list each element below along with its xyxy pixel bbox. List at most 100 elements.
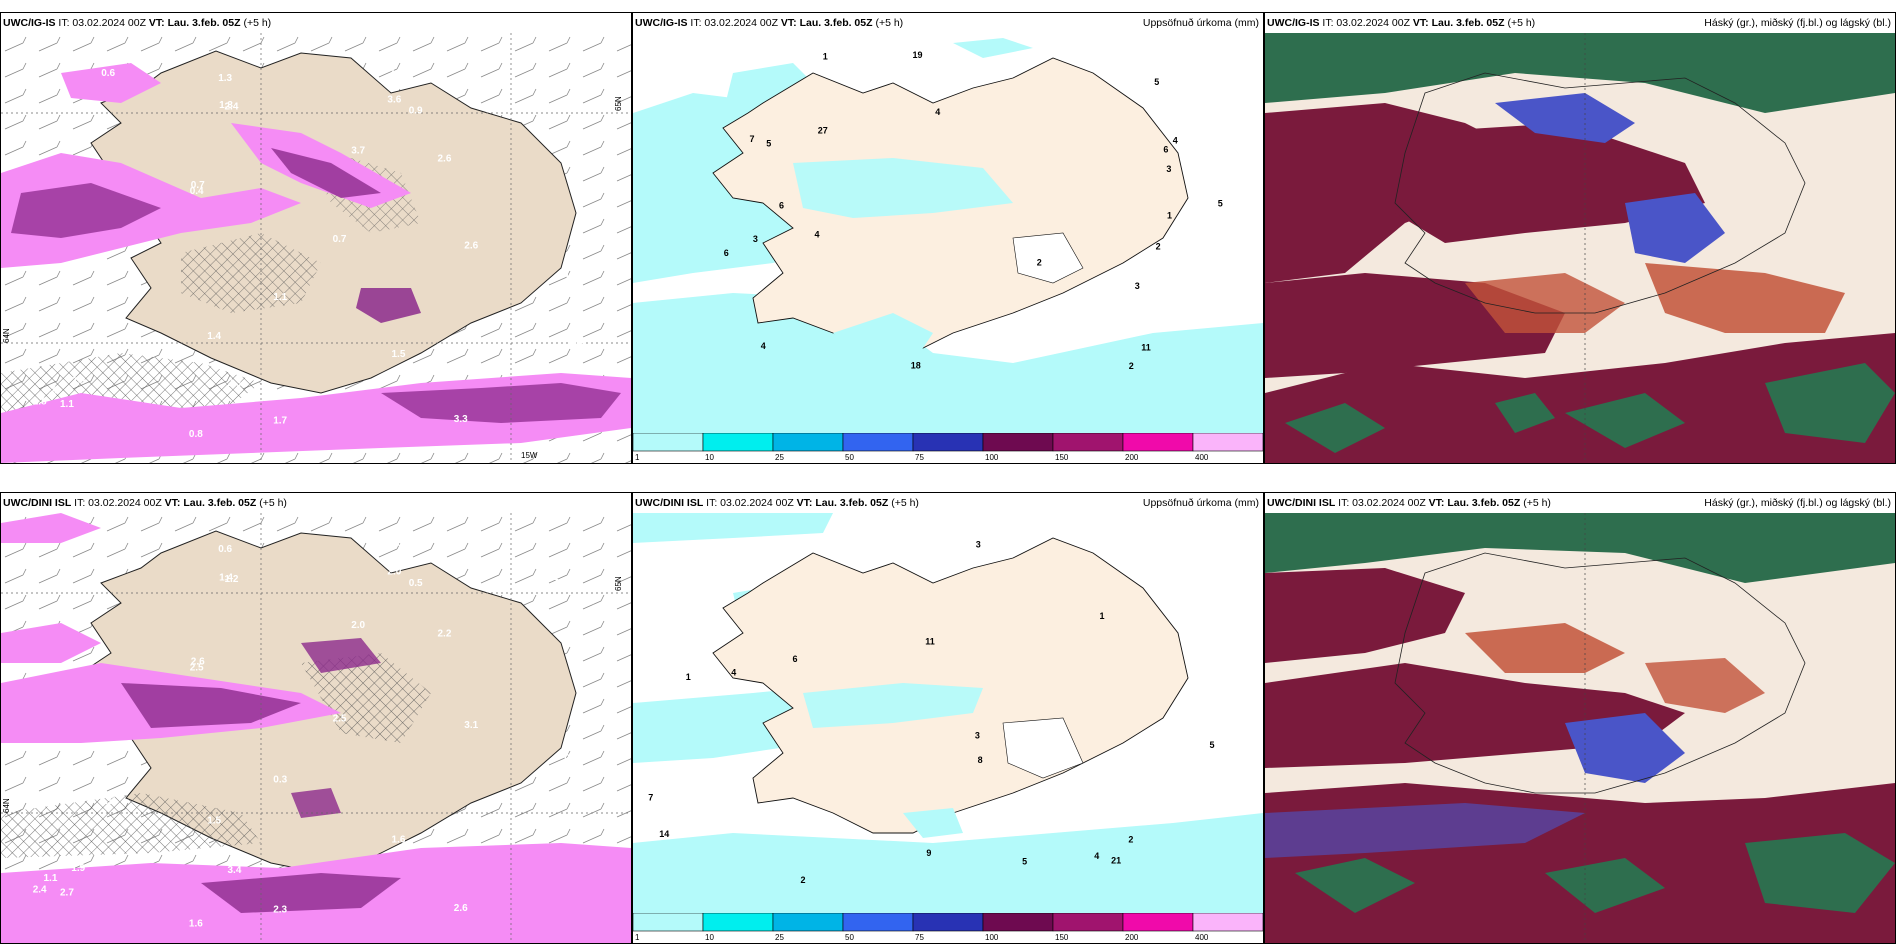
colorbar-tick: 200 <box>1125 453 1139 462</box>
colorbar-tick: 400 <box>1195 453 1209 462</box>
value-label: 3 <box>1166 164 1171 174</box>
value-label: 2.0 <box>387 567 401 578</box>
value-label: 0.4 <box>592 129 606 140</box>
colorbar-tick: 75 <box>915 453 924 462</box>
value-label: 4 <box>935 107 940 117</box>
colorbar-swatch <box>982 913 1054 932</box>
cloud-panel-top: UWC/IG-IS IT: 03.02.2024 00Z VT: Lau. 3.… <box>1264 12 1896 464</box>
value-label: 3.1 <box>464 720 478 731</box>
value-label: 2.6 <box>101 539 115 550</box>
value-label: 6 <box>779 201 784 211</box>
colorbar-swatch <box>1192 913 1263 932</box>
colorbar-swatch <box>1052 433 1124 452</box>
value-label: 2 <box>1037 257 1042 267</box>
lead-time: (+5 h) <box>1523 497 1551 509</box>
value-label: 1.1 <box>44 873 58 884</box>
wind-map: 65N 64N 15W 3.6 0.7 0.9 1.3 0.4 2.0 0.8 1.0 0.6 1… <box>1 33 631 463</box>
panel-header: UWC/IG-IS IT: 03.02.2024 00Z VT: Lau. 3.… <box>1265 13 1895 33</box>
colorbar-swatch <box>1192 433 1263 452</box>
valid-label: VT: <box>796 497 813 509</box>
cloud-panel-bottom: UWC/DINI ISL IT: 03.02.2024 00Z VT: Lau.… <box>1264 492 1896 944</box>
value-label: 0.7 <box>333 234 347 245</box>
value-label: 6 <box>793 654 798 664</box>
value-label: 4 <box>1094 851 1099 861</box>
init-time: IT: 03.02.2024 00Z <box>1322 17 1410 29</box>
cloud-map <box>1265 33 1895 463</box>
value-label: 1 <box>686 672 691 682</box>
value-label: 2.3 <box>273 905 287 916</box>
lead-time: (+5 h) <box>243 17 272 29</box>
value-label: 6 <box>1163 145 1168 155</box>
value-label: 2.2 <box>438 628 452 639</box>
lat-64-label: 64N <box>2 328 11 343</box>
colorbar-swatch <box>633 913 704 932</box>
value-label: 4 <box>1173 136 1178 146</box>
lat-65-label: 65N <box>614 96 623 111</box>
value-label: 2 <box>801 875 806 885</box>
value-label: 2.0 <box>389 68 403 79</box>
value-label: 2.5 <box>333 714 347 725</box>
value-label: 1.9 <box>71 863 85 874</box>
value-label: 0.6 <box>101 68 115 79</box>
value-label: 1.6 <box>392 835 406 846</box>
value-label: 1.2 <box>66 768 80 779</box>
init-time: IT: 03.02.2024 00Z <box>1338 497 1426 509</box>
colorbar-tick: 150 <box>1055 933 1069 942</box>
colorbar-tick: 75 <box>915 933 924 942</box>
colorbar-tick: 400 <box>1195 933 1209 942</box>
colorbar-tick: 25 <box>775 933 784 942</box>
model-name: UWC/IG-IS <box>1267 17 1320 29</box>
value-label: 1.5 <box>392 349 406 360</box>
value-label: 1 <box>823 52 828 62</box>
value-label: 2 <box>1128 835 1133 845</box>
value-label: 1.4 <box>219 572 233 583</box>
colorbar-swatch <box>912 913 984 932</box>
value-label: 2.7 <box>60 887 74 898</box>
value-label: 4 <box>815 230 820 240</box>
value-label: 2.0 <box>351 620 365 631</box>
valid-time: Lau. 3.feb. 05Z <box>1447 497 1521 509</box>
value-label: 5 <box>1154 77 1159 87</box>
valid-time: Lau. 3.feb. 05Z <box>183 497 257 509</box>
value-label: 3.4 <box>228 865 242 876</box>
value-label: 1.0 <box>564 272 578 283</box>
colorbar-swatch <box>842 433 914 452</box>
value-label: 1.5 <box>207 816 221 827</box>
value-label: 1.4 <box>207 331 221 342</box>
panel-header: UWC/DINI ISL IT: 03.02.2024 00Z VT: Lau.… <box>633 493 1263 513</box>
value-label: 3.8 <box>570 820 584 831</box>
lead-time: (+5 h) <box>1507 17 1536 29</box>
valid-time: Lau. 3.feb. 05Z <box>815 497 889 509</box>
value-label: 2.3 <box>228 378 242 389</box>
value-label: 0.9 <box>409 106 423 117</box>
value-label: 5 <box>766 139 771 149</box>
model-name: UWC/IG-IS <box>635 17 688 29</box>
value-label: 3.3 <box>454 414 468 425</box>
value-label: 2.0 <box>570 335 584 346</box>
value-label: 1.3 <box>448 59 462 70</box>
value-label: 2.6 <box>438 153 452 164</box>
lead-time: (+5 h) <box>891 497 919 509</box>
valid-time: Lau. 3.feb. 05Z <box>1431 17 1505 29</box>
value-label: 5 <box>1022 856 1027 866</box>
colorbar-tick: 10 <box>705 933 714 942</box>
value-label: 7 <box>648 793 653 803</box>
value-label: 4 <box>731 667 736 677</box>
colorbar-swatch <box>842 913 914 932</box>
value-label: 1.0 <box>100 312 114 323</box>
value-label: 2.4 <box>33 885 47 896</box>
colorbar-tick: 50 <box>845 933 854 942</box>
valid-label: VT: <box>780 17 797 29</box>
value-label: 5 <box>1218 199 1223 209</box>
colorbar-tick: 100 <box>985 453 999 462</box>
value-label: 0.4 <box>190 186 204 197</box>
value-label: 1.1 <box>60 399 74 410</box>
value-label: 1.6 <box>189 919 203 930</box>
value-label: 2.9 <box>71 376 85 387</box>
colorbar: 1 10 25 50 75 100 150 200 400 <box>633 433 1263 462</box>
wind-map: 65N 64N 2.0 2.6 0.5 0.6 0.4 2.3 1.1 0.9 2.6 2.7 1.… <box>1 513 631 943</box>
valid-label: VT: <box>1428 497 1445 509</box>
value-label: 5 <box>1210 740 1215 750</box>
value-label: 0.4 <box>544 573 558 584</box>
